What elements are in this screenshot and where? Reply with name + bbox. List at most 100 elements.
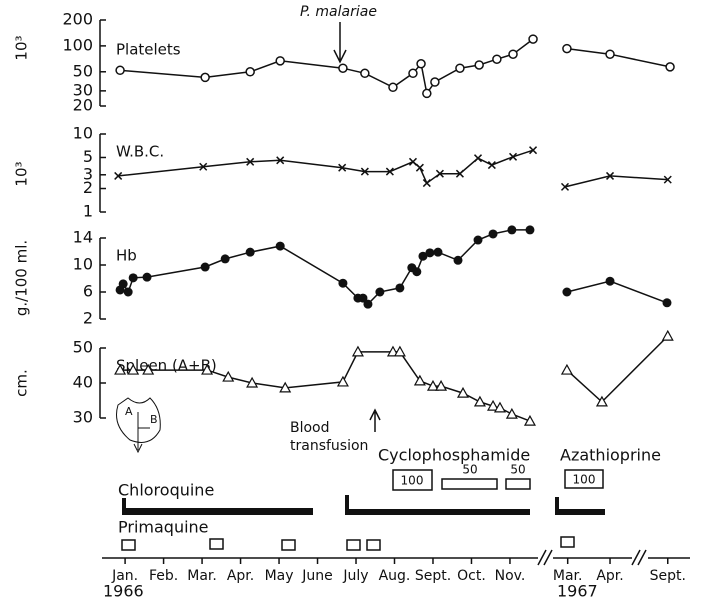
- point: [128, 273, 138, 283]
- x-tick-label: June: [301, 568, 333, 584]
- point: [338, 278, 348, 288]
- drug-label: Chloroquine: [118, 481, 214, 500]
- point: [473, 154, 483, 163]
- point: [127, 363, 140, 375]
- arrow: [333, 22, 347, 64]
- point: [275, 241, 285, 251]
- x-tick-label: Apr.: [227, 568, 254, 584]
- point: [473, 235, 483, 245]
- point: [488, 229, 498, 239]
- y-tick-label: 200: [62, 10, 93, 29]
- axis-label: g./100 ml.: [13, 240, 31, 316]
- point: [661, 329, 674, 341]
- point: [605, 171, 615, 180]
- point: [123, 287, 133, 297]
- drug-label: Cyclophosphamide: [378, 446, 530, 465]
- point: [375, 287, 385, 297]
- point: [415, 163, 424, 172]
- dose-label: 50: [462, 463, 477, 477]
- point: [393, 345, 406, 357]
- point: [201, 363, 214, 375]
- diagram-label: B: [150, 413, 158, 426]
- x-tick-label: Oct.: [457, 568, 486, 584]
- axis-label: 10³: [13, 161, 31, 186]
- axis-break: [537, 549, 647, 566]
- x-tick-label: Sept.: [415, 568, 451, 584]
- drug-bar: [345, 509, 530, 515]
- point: [115, 65, 125, 76]
- point: [395, 283, 405, 293]
- point: [507, 225, 517, 235]
- y-tick-label: 10: [73, 124, 93, 143]
- point: [435, 379, 448, 391]
- point: [435, 169, 444, 178]
- drug-bar: [122, 498, 126, 515]
- point: [388, 82, 398, 93]
- point: [114, 171, 123, 180]
- point: [279, 381, 292, 393]
- y-tick-label: 1: [83, 202, 93, 221]
- drug-bar: [555, 509, 605, 515]
- point: [142, 272, 152, 282]
- y-tick-label: 50: [73, 61, 93, 80]
- point: [338, 163, 347, 172]
- year-label: 1967: [557, 582, 598, 601]
- point: [523, 414, 536, 426]
- point: [275, 56, 285, 66]
- point: [385, 167, 394, 176]
- year-label: 1966: [103, 582, 144, 601]
- point: [199, 162, 208, 171]
- y-tick-label: 40: [73, 373, 93, 392]
- point: [662, 298, 672, 308]
- x-tick-label: Feb.: [149, 568, 178, 584]
- y-tick-label: 3: [83, 164, 93, 183]
- point: [118, 279, 128, 289]
- series-label: Hb: [116, 247, 137, 265]
- dose-label: 50: [510, 463, 525, 477]
- dose-label: 100: [573, 473, 596, 487]
- point: [560, 363, 573, 375]
- dose-box: [564, 469, 604, 489]
- point: [363, 299, 373, 309]
- point: [493, 401, 506, 413]
- point: [422, 88, 432, 99]
- transfusion-label: transfusion: [290, 438, 368, 454]
- point: [245, 247, 255, 257]
- point: [505, 407, 518, 419]
- y-tick-label: 2: [83, 178, 93, 197]
- point: [245, 67, 255, 77]
- point: [665, 62, 675, 72]
- point: [605, 49, 615, 59]
- x-tick-label: Jan.: [111, 568, 138, 584]
- dose-label: 100: [401, 474, 424, 488]
- axis-label: cm.: [13, 369, 31, 397]
- point: [529, 146, 538, 155]
- drug-bar: [345, 495, 349, 515]
- y-tick-label: 2: [83, 309, 93, 328]
- x-tick-label: July: [342, 568, 368, 584]
- point: [360, 167, 369, 176]
- point: [114, 363, 127, 375]
- diagram-label: A: [125, 405, 133, 418]
- infection-label: P. malariae: [300, 4, 377, 20]
- point: [413, 374, 426, 386]
- point: [246, 376, 259, 388]
- point: [433, 247, 443, 257]
- point: [453, 255, 463, 265]
- point: [336, 375, 349, 387]
- point: [473, 395, 486, 407]
- x-tick-label: Sept.: [650, 568, 686, 584]
- point: [487, 161, 496, 170]
- primaquine-doses: [121, 536, 575, 551]
- point: [487, 399, 500, 411]
- point: [338, 63, 348, 73]
- spleen-diagram: [116, 397, 161, 454]
- point: [360, 68, 370, 79]
- point: [142, 363, 155, 375]
- point: [416, 58, 426, 69]
- point: [525, 225, 535, 235]
- point: [455, 169, 464, 178]
- point: [456, 386, 470, 398]
- y-tick-label: 100: [62, 35, 93, 54]
